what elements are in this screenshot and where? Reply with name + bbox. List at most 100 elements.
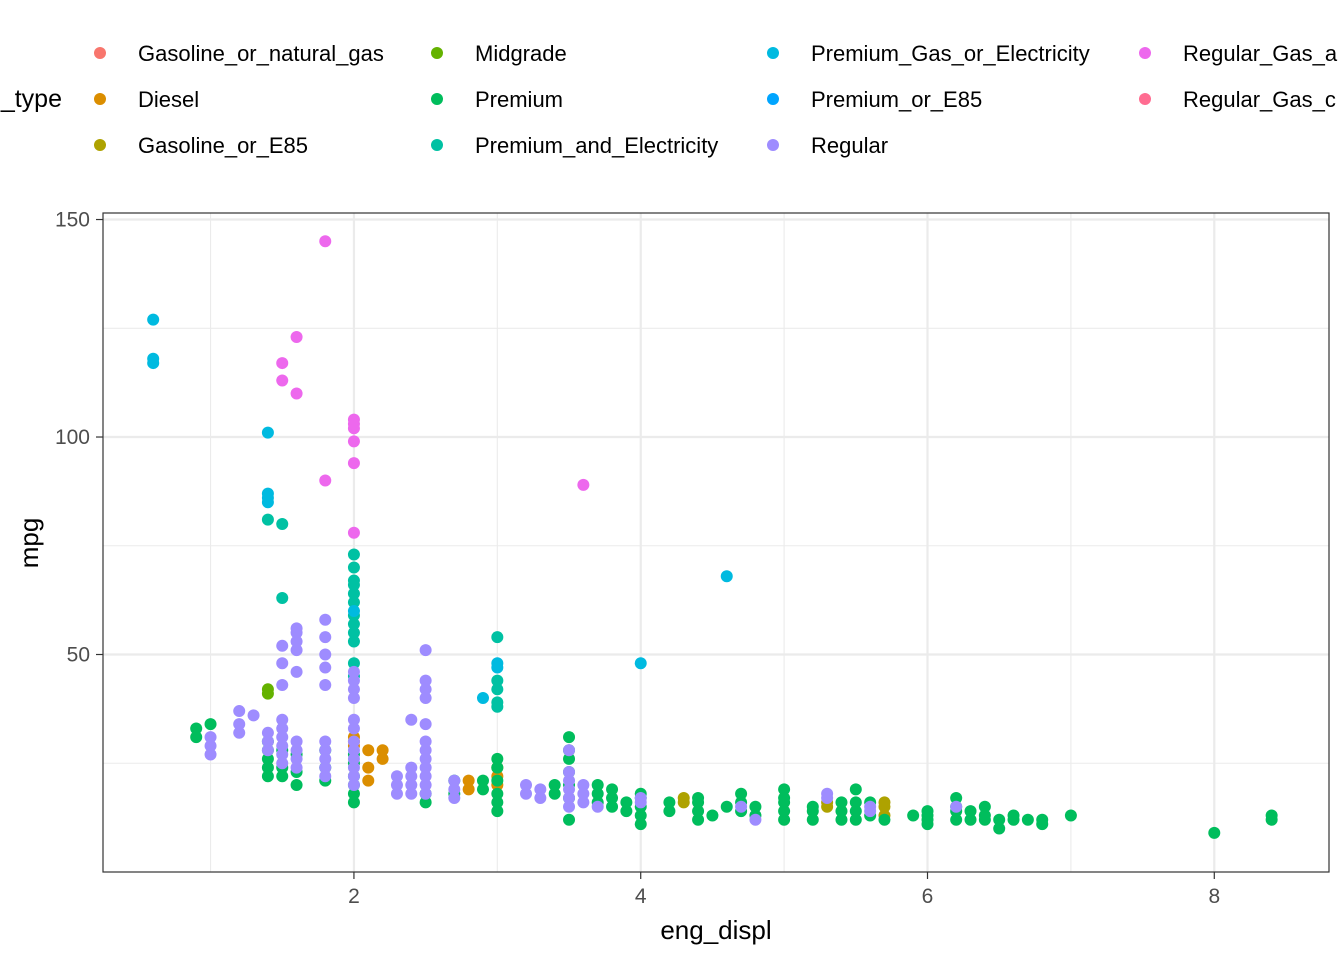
data-point: [261, 487, 274, 500]
data-point: [405, 787, 418, 800]
data-point: [204, 718, 217, 731]
data-point: [247, 709, 260, 722]
data-point: [319, 613, 332, 626]
legend-label: Gasoline_or_natural_gas: [138, 41, 384, 66]
data-point: [677, 792, 690, 805]
legend-item: Regular: [767, 133, 888, 158]
data-point: [347, 735, 360, 748]
data-point: [347, 635, 360, 648]
data-point: [577, 796, 590, 809]
data-point: [347, 674, 360, 687]
legend-label: Regular: [811, 133, 888, 158]
data-point: [276, 722, 289, 735]
x-axis-label: eng_displ: [660, 915, 771, 945]
data-point: [290, 761, 303, 774]
data-point: [419, 735, 432, 748]
plot-panel: [103, 213, 1329, 872]
data-point: [634, 809, 647, 822]
data-point: [319, 752, 332, 765]
data-point: [778, 792, 791, 805]
legend-label: Premium: [475, 87, 563, 112]
data-point: [347, 587, 360, 600]
data-point: [1021, 813, 1034, 826]
data-point: [835, 796, 848, 809]
data-point: [462, 774, 475, 787]
data-point: [563, 765, 576, 778]
data-point: [362, 744, 375, 757]
data-point: [290, 635, 303, 648]
legend-label: Regular_Gas_a: [1183, 41, 1338, 66]
data-point: [261, 770, 274, 783]
data-point: [261, 426, 274, 439]
data-point: [376, 752, 389, 765]
data-point: [290, 644, 303, 657]
data-point: [520, 779, 533, 792]
legend-key: [767, 47, 779, 59]
data-point: [347, 596, 360, 609]
data-point: [1064, 809, 1077, 822]
data-point: [835, 813, 848, 826]
data-point: [563, 783, 576, 796]
legend-key: [767, 139, 779, 151]
data-point: [548, 779, 561, 792]
x-tick-label: 2: [348, 885, 360, 908]
legend-key: [431, 139, 443, 151]
data-point: [276, 357, 289, 370]
data-point: [390, 779, 403, 792]
data-point: [405, 779, 418, 792]
data-point: [290, 622, 303, 635]
data-point: [692, 805, 705, 818]
data-point: [190, 722, 203, 735]
data-point: [849, 783, 862, 796]
data-point: [347, 787, 360, 800]
data-point: [849, 805, 862, 818]
x-tick-label: 6: [922, 885, 934, 908]
legend-label: Regular_Gas_c: [1183, 87, 1336, 112]
data-point: [491, 761, 504, 774]
data-point: [735, 787, 748, 800]
data-point: [347, 665, 360, 678]
data-point: [692, 813, 705, 826]
data-point: [577, 478, 590, 491]
data-point: [347, 435, 360, 448]
legend-item: Midgrade: [431, 41, 567, 66]
data-point: [347, 779, 360, 792]
x-tick-label: 4: [635, 885, 647, 908]
data-point: [419, 779, 432, 792]
data-point: [921, 805, 934, 818]
data-point: [347, 457, 360, 470]
data-point: [347, 626, 360, 639]
legend-label: Diesel: [138, 87, 199, 112]
data-point: [606, 800, 619, 813]
data-point: [548, 787, 561, 800]
data-point: [993, 822, 1006, 835]
data-point: [261, 513, 274, 526]
legend-item: Diesel: [94, 87, 199, 112]
data-point: [261, 735, 274, 748]
data-point: [620, 796, 633, 809]
data-point: [419, 674, 432, 687]
data-point: [290, 779, 303, 792]
data-point: [878, 813, 891, 826]
legend-label: Premium_and_Electricity: [475, 133, 718, 158]
data-point: [347, 761, 360, 774]
data-point: [276, 731, 289, 744]
data-point: [147, 313, 160, 326]
data-point: [204, 739, 217, 752]
data-point: [577, 787, 590, 800]
data-point: [749, 813, 762, 826]
data-point: [491, 657, 504, 670]
data-point: [491, 787, 504, 800]
legend-item: Regular_Gas_a: [1139, 41, 1338, 66]
data-point: [491, 683, 504, 696]
data-point: [319, 631, 332, 644]
data-point: [520, 787, 533, 800]
data-point: [993, 813, 1006, 826]
y-axis-label: mpg: [14, 518, 44, 569]
data-point: [290, 330, 303, 343]
data-point: [577, 779, 590, 792]
plot-area: 2 4 6 8 50 100 150: [55, 209, 1330, 908]
legend-key: [94, 139, 106, 151]
data-point: [950, 792, 963, 805]
data-point: [778, 813, 791, 826]
